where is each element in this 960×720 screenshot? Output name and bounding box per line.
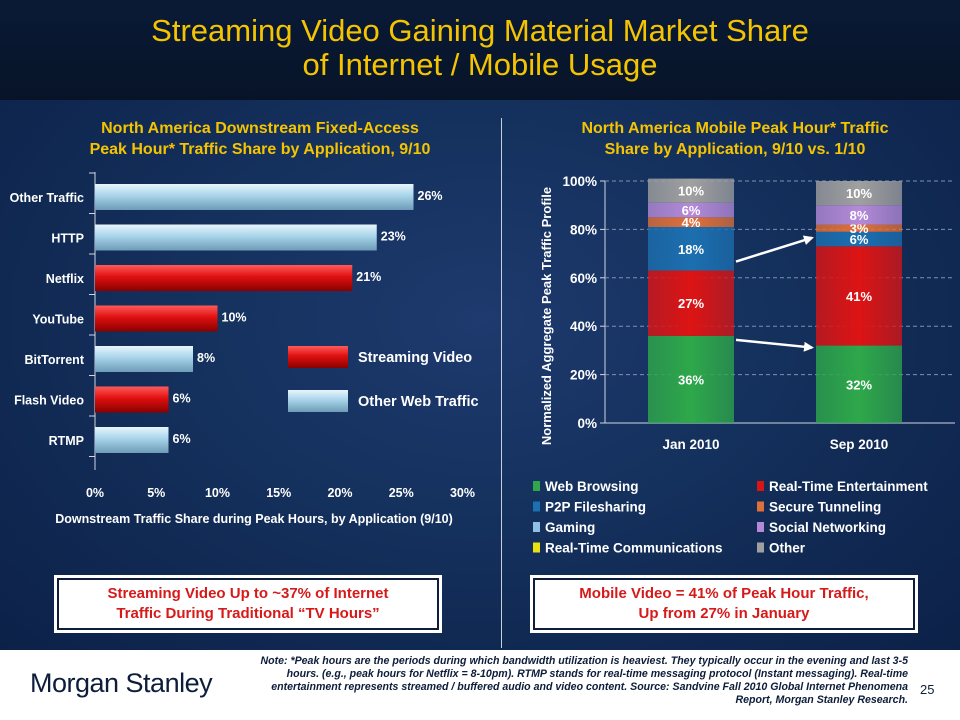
x-tick-label: 10% — [205, 486, 230, 500]
left-chart-title: North America Downstream Fixed-Access Pe… — [89, 120, 431, 158]
x-tick-label: 0% — [86, 486, 104, 500]
company-logo: Morgan Stanley — [30, 668, 213, 698]
legend-label: Other Web Traffic — [358, 394, 479, 410]
segment-label: 41% — [846, 289, 872, 304]
legend-swatch — [288, 346, 348, 368]
value-label: 8% — [197, 351, 215, 365]
x-tick-label: Sep 2010 — [830, 437, 889, 452]
legend-label: Real-Time Communications — [545, 541, 723, 556]
segment-label: 3% — [850, 221, 869, 236]
bar-youtube — [95, 305, 218, 332]
x-tick-label: Jan 2010 — [662, 437, 719, 452]
value-label: 10% — [222, 311, 247, 325]
category-label: YouTube — [32, 313, 84, 327]
category-label: HTTP — [51, 232, 84, 246]
segment-label: 27% — [678, 296, 704, 311]
y-tick-label: 0% — [577, 416, 597, 431]
segment-label: 32% — [846, 377, 872, 392]
right-chart-title: North America Mobile Peak Hour* Traffic … — [581, 120, 889, 158]
category-label: RTMP — [49, 434, 84, 448]
x-tick-label: 15% — [266, 486, 291, 500]
right-callout: Mobile Video = 41% of Peak Hour Traffic,… — [530, 575, 918, 633]
value-label: 23% — [381, 230, 406, 244]
x-tick-label: 30% — [450, 486, 475, 500]
bar-netflix — [95, 265, 353, 291]
legend-label: P2P Filesharing — [545, 500, 646, 515]
segment-other — [648, 178, 734, 203]
segment-label: 18% — [678, 242, 704, 257]
column-divider — [501, 118, 502, 648]
bar-bittorrent — [95, 346, 193, 372]
legend-label: Social Networking — [769, 520, 886, 535]
legend-label: Secure Tunneling — [769, 500, 881, 515]
trend-arrow-web — [735, 338, 814, 352]
legend-swatch — [533, 522, 540, 532]
bar-rtmp — [95, 427, 169, 453]
segment-p2p-filesharing — [816, 231, 902, 247]
left-callout: Streaming Video Up to ~37% of Internet T… — [54, 575, 442, 633]
segment-web-browsing — [816, 345, 902, 423]
bar-flash-video — [95, 386, 169, 413]
segment-secure-tunneling — [816, 224, 902, 232]
right-callout-text: Mobile Video = 41% of Peak Hour Traffic,… — [579, 585, 869, 622]
left-bar-chart: Other Traffic 26% HTTP 23% Netflix 21% YouTube… — [10, 172, 479, 526]
legend-label: Real-Time Entertainment — [769, 479, 928, 494]
category-label: BitTorrent — [25, 353, 85, 367]
legend-swatch — [757, 481, 764, 491]
value-label: 6% — [173, 392, 191, 406]
category-label: Flash Video — [14, 394, 84, 408]
trend-arrow-entertainment — [735, 235, 814, 263]
y-tick-label: 40% — [570, 319, 597, 334]
footer-bar — [0, 650, 960, 720]
value-label: 26% — [418, 189, 443, 203]
slide-header: Streaming Video Gaining Material Market … — [0, 0, 960, 100]
segment-social-networking — [816, 205, 902, 225]
y-tick-label: 100% — [562, 174, 597, 189]
left-callout-text: Streaming Video Up to ~37% of Internet T… — [107, 585, 389, 622]
y-axis-label: Normalized Aggregate Peak Traffic Profil… — [539, 187, 554, 445]
legend-swatch — [533, 481, 540, 491]
legend-swatch — [533, 542, 540, 553]
segment-label: 6% — [682, 203, 701, 218]
legend-swatch — [757, 542, 764, 553]
legend-label: Other — [769, 541, 806, 556]
y-tick-label: 80% — [570, 222, 597, 237]
footnote: Note: *Peak hours are the periods during… — [260, 655, 908, 706]
legend-swatch — [288, 390, 348, 412]
segment-label: 8% — [850, 208, 869, 223]
segment-social-networking — [648, 202, 734, 218]
legend-label: Web Browsing — [545, 479, 639, 494]
legend-label: Streaming Video — [358, 350, 472, 366]
right-stacked-chart: 0% 20% 40% 60% 80% 100% Normalized Aggregate P… — [533, 174, 955, 556]
legend-swatch — [757, 501, 764, 512]
category-label: Other Traffic — [10, 191, 84, 205]
x-tick-label: 20% — [327, 486, 352, 500]
x-axis-label: Downstream Traffic Share during Peak Hou… — [55, 512, 453, 526]
segment-real-time-entertainment — [816, 246, 902, 346]
segment-label: 6% — [850, 232, 869, 247]
value-label: 6% — [173, 432, 191, 446]
bar-other-traffic — [95, 184, 414, 210]
value-label: 21% — [356, 270, 381, 284]
segment-web-browsing — [648, 335, 734, 423]
legend-swatch — [757, 522, 764, 532]
segment-secure-tunneling — [648, 217, 734, 227]
bar-http — [95, 224, 377, 251]
x-tick-label: 5% — [147, 486, 165, 500]
segment-other — [816, 181, 902, 206]
category-label: Netflix — [46, 272, 84, 286]
page-number: 25 — [920, 682, 935, 697]
y-tick-label: 20% — [570, 368, 597, 383]
x-tick-label: 25% — [389, 486, 414, 500]
segment-real-time-entertainment — [648, 270, 734, 336]
y-tick-label: 60% — [570, 271, 597, 286]
legend-swatch — [533, 501, 540, 512]
segment-label: 36% — [678, 372, 704, 387]
segment-label: 10% — [678, 184, 704, 199]
legend-label: Gaming — [545, 520, 595, 535]
segment-label: 10% — [846, 186, 872, 201]
segment-label: 4% — [682, 215, 701, 230]
segment-p2p-filesharing — [648, 226, 734, 271]
slide-title: Streaming Video Gaining Material Market … — [151, 13, 809, 82]
